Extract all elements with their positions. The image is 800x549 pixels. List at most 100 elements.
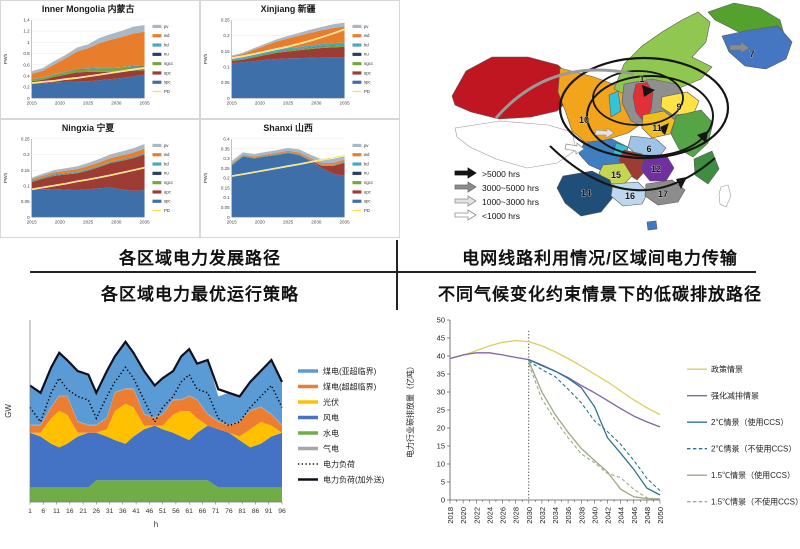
svg-text:>5000 hrs: >5000 hrs — [482, 169, 520, 179]
svg-text:hd: hd — [364, 161, 369, 166]
svg-text:0.15: 0.15 — [221, 49, 230, 54]
transmission-arcs — [494, 56, 730, 192]
caption-regional-pathways: 各区域电力发展路径 — [119, 249, 281, 268]
svg-text:2050: 2050 — [656, 507, 665, 524]
svg-text:ngcc: ngcc — [164, 180, 174, 185]
svg-text:2042: 2042 — [604, 507, 613, 524]
svg-text:pv: pv — [164, 24, 169, 29]
svg-text:2015: 2015 — [27, 220, 38, 225]
map-regions — [451, 2, 793, 231]
svg-text:0: 0 — [227, 96, 230, 101]
china-grid-map-panel: 10 1 7 9 11 6 12 15 14 16 17 >5000 hrs 3000~5000 hrs… — [400, 0, 800, 238]
svg-text:6: 6 — [41, 508, 45, 515]
svg-text:0.6: 0.6 — [23, 62, 30, 67]
svg-text:1000~3000 hrs: 1000~3000 hrs — [482, 197, 539, 207]
svg-text:16: 16 — [66, 508, 74, 515]
svg-text:11: 11 — [53, 508, 60, 515]
svg-text:GW: GW — [4, 404, 13, 418]
svg-text:66: 66 — [199, 508, 207, 515]
svg-text:2048: 2048 — [643, 507, 652, 524]
svg-text:6: 6 — [646, 144, 651, 154]
caption-optimal-operation: 各区域电力最优运行策略 — [101, 285, 299, 304]
svg-text:2035: 2035 — [139, 220, 150, 225]
svg-text:hd: hd — [164, 42, 169, 47]
ningxia-chart-cell: Ningxia 宁夏 0 0.05 0.1 0.15 0.2 0.25 2015 2020 202… — [0, 119, 200, 238]
svg-text:2018: 2018 — [446, 507, 455, 524]
svg-text:15: 15 — [611, 170, 621, 180]
svg-text:nu: nu — [164, 171, 169, 176]
svg-text:0: 0 — [27, 96, 30, 101]
svg-text:光伏: 光伏 — [323, 397, 339, 407]
svg-text:upc: upc — [164, 70, 172, 75]
svg-text:PWh: PWh — [3, 54, 9, 65]
inner-mongolia-chart: Inner Mongolia 内蒙古 0 0.2 0.4 0.6 0.8 1 1.2 1.4 20… — [3, 3, 174, 106]
svg-text:30: 30 — [437, 388, 445, 397]
svg-text:2020: 2020 — [55, 101, 66, 106]
svg-text:7: 7 — [749, 49, 754, 59]
svg-text:2025: 2025 — [283, 220, 294, 225]
svg-text:Xinjiang 新疆: Xinjiang 新疆 — [261, 3, 316, 14]
svg-text:1: 1 — [27, 40, 30, 45]
svg-text:2℃情景（使用CCS）: 2℃情景（使用CCS） — [711, 417, 788, 427]
svg-text:15: 15 — [437, 442, 445, 451]
svg-text:1.4: 1.4 — [23, 18, 30, 23]
svg-text:spc: spc — [164, 199, 172, 204]
svg-text:2024: 2024 — [485, 507, 494, 524]
svg-text:upc: upc — [164, 189, 172, 194]
svg-text:ngcc: ngcc — [364, 61, 374, 66]
svg-text:0.8: 0.8 — [23, 51, 30, 56]
svg-text:2038: 2038 — [577, 507, 586, 524]
svg-text:电力负荷(加外送): 电力负荷(加外送) — [323, 475, 385, 485]
svg-text:25: 25 — [437, 406, 445, 415]
svg-text:PD: PD — [164, 89, 170, 94]
svg-text:hd: hd — [164, 161, 169, 166]
svg-text:76: 76 — [225, 508, 233, 515]
caption-divider-vertical — [396, 240, 398, 310]
svg-text:71: 71 — [212, 508, 220, 515]
svg-text:51: 51 — [159, 508, 167, 515]
svg-text:41: 41 — [132, 508, 140, 515]
svg-text:96: 96 — [278, 508, 286, 515]
svg-text:1: 1 — [639, 74, 644, 84]
xinjiang-chart-cell: Xinjiang 新疆 0 0.05 0.1 0.15 0.2 0.25 2015 2020 20… — [200, 0, 400, 119]
svg-text:PWh: PWh — [203, 54, 209, 65]
svg-text:upc: upc — [364, 189, 372, 194]
svg-text:0.1: 0.1 — [223, 195, 230, 200]
shanxi-chart: Shanxi 山西 0 0.05 0.1 0.15 0.2 0.25 0.3 0.35 0.4 20… — [203, 122, 374, 225]
svg-text:36: 36 — [119, 508, 127, 515]
svg-text:煤电(亚超临界): 煤电(亚超临界) — [323, 366, 377, 376]
svg-text:3000~5000 hrs: 3000~5000 hrs — [482, 183, 539, 193]
svg-text:91: 91 — [265, 508, 273, 515]
svg-text:h: h — [154, 520, 158, 529]
svg-text:0: 0 — [441, 496, 445, 505]
caption-low-carbon-pathways: 不同气候变化约束情景下的低碳排放路径 — [438, 285, 762, 304]
svg-text:煤电(超超临界): 煤电(超超临界) — [323, 382, 377, 392]
svg-text:14: 14 — [581, 188, 591, 198]
svg-text:45: 45 — [437, 334, 445, 343]
svg-text:气电: 气电 — [323, 444, 339, 454]
svg-text:2046: 2046 — [630, 507, 639, 524]
svg-text:0.15: 0.15 — [21, 168, 30, 173]
svg-text:1.5℃情景（不使用CCS）: 1.5℃情景（不使用CCS） — [711, 497, 800, 507]
svg-text:pv: pv — [364, 143, 369, 148]
svg-text:2℃情景（不使用CCS）: 2℃情景（不使用CCS） — [711, 444, 796, 454]
svg-text:2015: 2015 — [27, 101, 38, 106]
svg-text:0.2: 0.2 — [23, 85, 30, 90]
svg-text:16: 16 — [625, 191, 635, 201]
shanxi-chart-cell: Shanxi 山西 0 0.05 0.1 0.15 0.2 0.25 0.3 0.35 0.4 20… — [200, 119, 400, 238]
svg-text:ngcc: ngcc — [164, 61, 174, 66]
svg-text:2020: 2020 — [459, 507, 468, 524]
svg-text:nu: nu — [364, 52, 369, 57]
svg-text:0.1: 0.1 — [23, 184, 30, 189]
svg-text:0.2: 0.2 — [223, 176, 230, 181]
svg-text:9: 9 — [676, 102, 681, 112]
svg-text:Shanxi 山西: Shanxi 山西 — [263, 122, 313, 133]
svg-text:0: 0 — [27, 215, 30, 220]
svg-text:2022: 2022 — [472, 507, 481, 524]
svg-text:1: 1 — [28, 508, 32, 515]
svg-text:PD: PD — [364, 89, 370, 94]
svg-text:2035: 2035 — [339, 220, 350, 225]
svg-text:0.25: 0.25 — [221, 18, 230, 23]
